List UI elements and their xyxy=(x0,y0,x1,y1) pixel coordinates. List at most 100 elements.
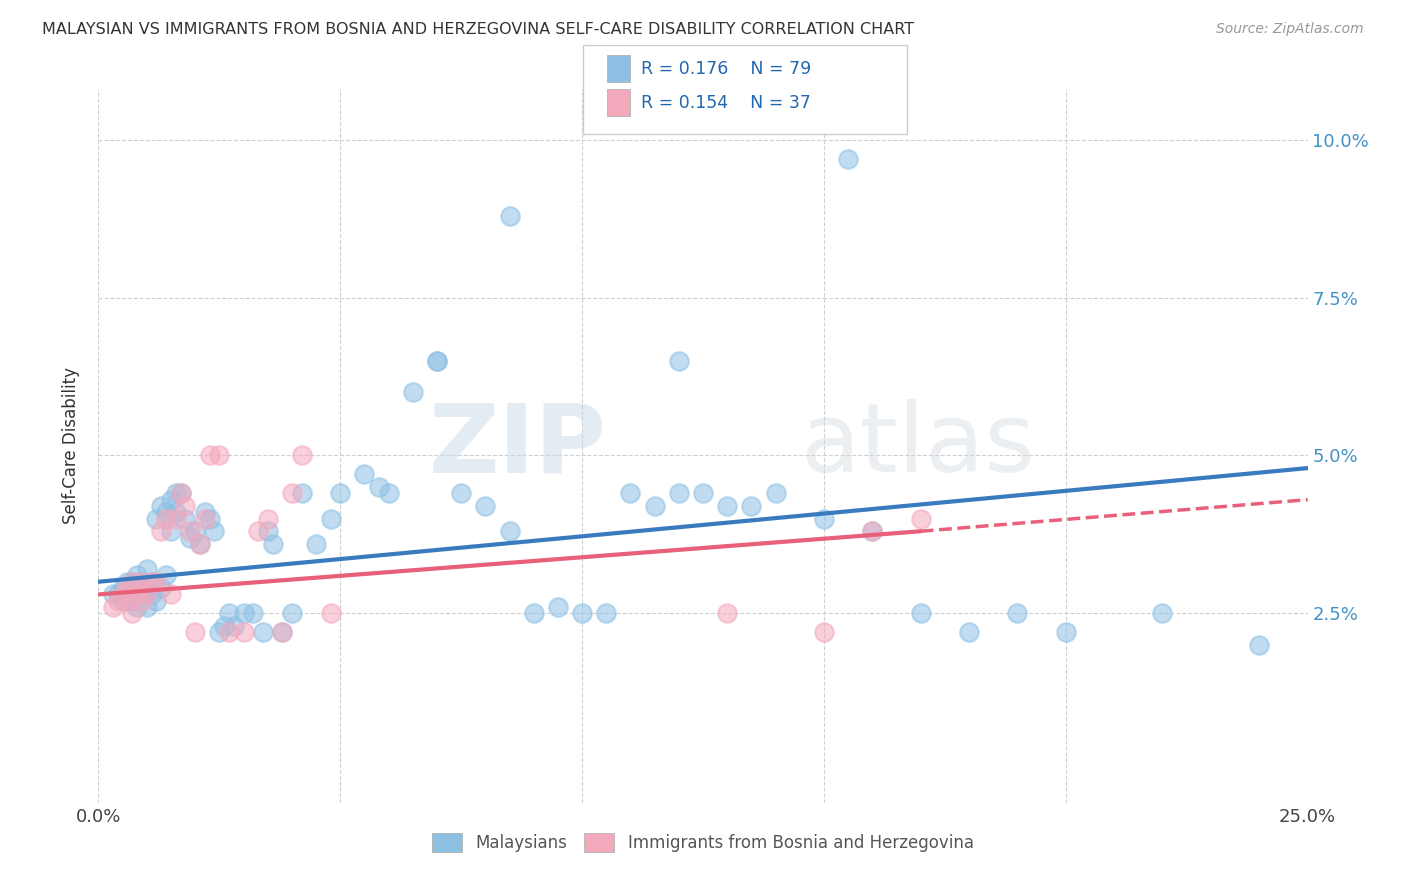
Point xyxy=(121,574,143,589)
Point xyxy=(256,511,278,525)
Point xyxy=(498,209,520,223)
Point xyxy=(668,353,690,368)
Point xyxy=(174,499,197,513)
Point xyxy=(692,486,714,500)
Point xyxy=(860,524,883,539)
Point xyxy=(184,625,207,640)
Point xyxy=(150,499,173,513)
Point xyxy=(402,385,425,400)
Point xyxy=(208,449,231,463)
Point xyxy=(619,486,641,500)
Point xyxy=(1249,638,1271,652)
Point xyxy=(131,574,153,589)
Point xyxy=(329,486,352,500)
Point xyxy=(188,537,211,551)
Point xyxy=(169,486,191,500)
Point xyxy=(910,607,932,621)
Point xyxy=(165,505,187,519)
Point xyxy=(290,449,312,463)
Point xyxy=(160,524,183,539)
Point xyxy=(135,587,157,601)
Point xyxy=(179,531,201,545)
Point xyxy=(107,587,129,601)
Point xyxy=(198,511,221,525)
Point xyxy=(256,524,278,539)
Point xyxy=(271,625,294,640)
Point xyxy=(174,511,197,525)
Point xyxy=(644,499,666,513)
Point xyxy=(1152,607,1174,621)
Text: R = 0.154    N = 37: R = 0.154 N = 37 xyxy=(641,94,811,112)
Point xyxy=(426,353,449,368)
Point xyxy=(281,486,304,500)
Point xyxy=(242,607,264,621)
Point xyxy=(121,574,143,589)
Point xyxy=(131,587,153,601)
Point xyxy=(860,524,883,539)
Point xyxy=(101,587,124,601)
Point xyxy=(131,574,153,589)
Point xyxy=(135,600,157,615)
Point xyxy=(184,524,207,539)
Point xyxy=(208,625,231,640)
Legend: Malaysians, Immigrants from Bosnia and Herzegovina: Malaysians, Immigrants from Bosnia and H… xyxy=(426,826,980,859)
Point xyxy=(813,511,835,525)
Point xyxy=(368,480,391,494)
Point xyxy=(165,486,187,500)
Point xyxy=(188,537,211,551)
Point xyxy=(131,593,153,607)
Point xyxy=(165,511,187,525)
Text: MALAYSIAN VS IMMIGRANTS FROM BOSNIA AND HERZEGOVINA SELF-CARE DISABILITY CORRELA: MALAYSIAN VS IMMIGRANTS FROM BOSNIA AND … xyxy=(42,22,914,37)
Point xyxy=(212,619,235,633)
Point xyxy=(117,574,139,589)
Point xyxy=(121,581,143,595)
Point xyxy=(271,625,294,640)
Point xyxy=(474,499,496,513)
Point xyxy=(595,607,617,621)
Text: atlas: atlas xyxy=(800,400,1035,492)
Point xyxy=(353,467,375,482)
Point xyxy=(141,574,163,589)
Point xyxy=(121,607,143,621)
Point xyxy=(145,511,167,525)
Point xyxy=(155,511,177,525)
Point xyxy=(305,537,328,551)
Point xyxy=(121,593,143,607)
Point xyxy=(910,511,932,525)
Point xyxy=(426,353,449,368)
Point xyxy=(957,625,980,640)
Point xyxy=(232,607,254,621)
Point xyxy=(150,524,173,539)
Point xyxy=(218,607,240,621)
Point xyxy=(145,574,167,589)
Point xyxy=(150,581,173,595)
Point xyxy=(252,625,274,640)
Point xyxy=(101,600,124,615)
Point xyxy=(765,486,787,500)
Point xyxy=(1054,625,1077,640)
Point xyxy=(716,499,738,513)
Point xyxy=(145,593,167,607)
Point xyxy=(117,587,139,601)
Point xyxy=(668,486,690,500)
Point xyxy=(262,537,284,551)
Point xyxy=(135,562,157,576)
Point xyxy=(155,568,177,582)
Point xyxy=(111,587,134,601)
Point xyxy=(141,587,163,601)
Point xyxy=(218,625,240,640)
Point xyxy=(377,486,399,500)
Point xyxy=(319,607,342,621)
Point xyxy=(127,587,149,601)
Point xyxy=(450,486,472,500)
Text: Source: ZipAtlas.com: Source: ZipAtlas.com xyxy=(1216,22,1364,37)
Point xyxy=(141,574,163,589)
Point xyxy=(740,499,762,513)
Point xyxy=(281,607,304,621)
Point xyxy=(319,511,342,525)
Point xyxy=(194,505,217,519)
Point xyxy=(1007,607,1029,621)
Point xyxy=(523,607,546,621)
Point xyxy=(547,600,569,615)
Point xyxy=(716,607,738,621)
